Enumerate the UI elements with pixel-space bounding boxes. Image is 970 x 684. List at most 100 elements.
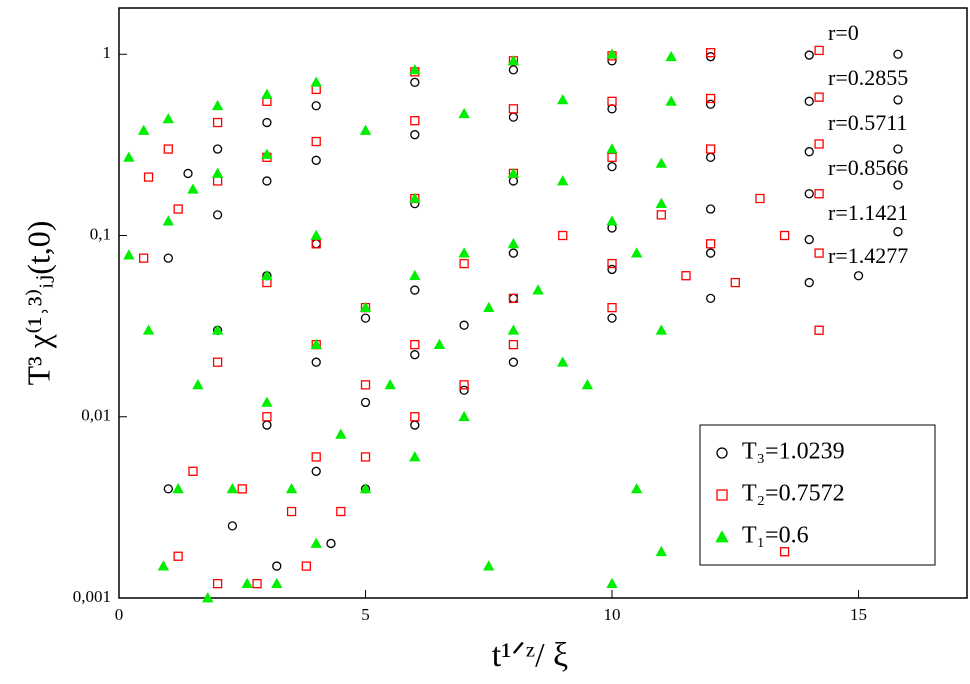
point bbox=[557, 175, 569, 186]
point bbox=[656, 210, 666, 220]
point bbox=[212, 210, 223, 220]
point bbox=[360, 452, 371, 462]
point bbox=[508, 176, 519, 186]
point bbox=[705, 239, 716, 249]
point bbox=[804, 50, 814, 60]
point bbox=[893, 227, 903, 237]
point bbox=[359, 483, 372, 494]
point bbox=[310, 229, 322, 240]
point bbox=[409, 64, 421, 75]
point bbox=[814, 92, 824, 102]
point bbox=[705, 204, 716, 214]
y-tick-label: 0,1 bbox=[90, 224, 111, 243]
y-tick-label: 1 bbox=[103, 43, 112, 62]
point bbox=[410, 130, 420, 140]
point bbox=[665, 50, 677, 62]
point bbox=[410, 116, 420, 126]
x-axis-label: t¹ᐟᶻ/ ξ bbox=[492, 637, 568, 674]
point bbox=[893, 95, 903, 105]
point bbox=[409, 192, 421, 203]
point bbox=[409, 269, 421, 281]
point bbox=[630, 247, 643, 258]
point bbox=[285, 483, 298, 494]
point bbox=[162, 113, 174, 124]
point bbox=[310, 76, 322, 87]
curve-label: r=1.4277 bbox=[828, 243, 908, 268]
point bbox=[705, 152, 716, 162]
point bbox=[705, 248, 716, 258]
point bbox=[705, 293, 716, 304]
y-tick-label: 0,01 bbox=[81, 406, 111, 425]
point bbox=[804, 147, 814, 157]
point bbox=[271, 577, 283, 589]
point bbox=[655, 324, 668, 335]
point bbox=[459, 258, 469, 269]
point bbox=[607, 264, 617, 275]
point bbox=[211, 167, 224, 178]
y-tick-label: 0,001 bbox=[73, 587, 111, 606]
point bbox=[262, 117, 272, 128]
point bbox=[607, 96, 617, 106]
point bbox=[607, 161, 617, 172]
point bbox=[360, 397, 371, 408]
point bbox=[123, 249, 135, 260]
point bbox=[606, 143, 618, 154]
point bbox=[508, 248, 519, 258]
point bbox=[507, 55, 520, 66]
point bbox=[410, 77, 420, 87]
point bbox=[705, 48, 716, 58]
point bbox=[755, 193, 765, 204]
y-axis-label: T³ χ⁽¹˒³⁾ᵢⱼ(t,0) bbox=[20, 221, 56, 386]
point bbox=[433, 338, 446, 350]
point bbox=[607, 302, 617, 313]
point bbox=[804, 234, 814, 245]
point bbox=[814, 325, 824, 335]
point bbox=[212, 176, 223, 186]
point bbox=[483, 560, 495, 571]
point bbox=[183, 168, 193, 179]
point bbox=[630, 483, 643, 494]
curve-label: r=0.8566 bbox=[828, 155, 908, 180]
point bbox=[681, 271, 691, 281]
point bbox=[814, 248, 824, 258]
point bbox=[508, 293, 519, 304]
point bbox=[532, 284, 544, 295]
point bbox=[261, 269, 273, 281]
x-tick-label: 15 bbox=[850, 605, 867, 624]
point bbox=[157, 560, 170, 571]
point bbox=[311, 101, 321, 111]
point bbox=[655, 545, 668, 557]
point bbox=[581, 379, 594, 390]
point bbox=[557, 94, 569, 105]
legend-marker bbox=[716, 447, 728, 459]
point bbox=[705, 99, 716, 109]
point bbox=[409, 451, 421, 462]
legend-label: T₂=0.7572 bbox=[742, 481, 845, 507]
point bbox=[212, 357, 223, 367]
point bbox=[212, 117, 223, 128]
point bbox=[335, 428, 347, 439]
point bbox=[730, 277, 740, 288]
point bbox=[508, 65, 519, 75]
point bbox=[459, 320, 469, 330]
point bbox=[508, 339, 519, 350]
point bbox=[326, 538, 336, 549]
point bbox=[507, 237, 520, 249]
point bbox=[814, 139, 824, 149]
point bbox=[665, 95, 677, 106]
point bbox=[804, 189, 814, 199]
plot-frame bbox=[118, 7, 968, 599]
point bbox=[163, 253, 173, 263]
point bbox=[508, 293, 519, 304]
point bbox=[261, 396, 273, 407]
point bbox=[459, 380, 469, 390]
curve-label: r=0.5711 bbox=[828, 110, 907, 135]
point bbox=[360, 380, 371, 390]
legend-marker bbox=[716, 489, 728, 501]
point bbox=[410, 412, 420, 422]
point bbox=[143, 172, 154, 182]
point bbox=[705, 93, 716, 104]
point bbox=[384, 379, 396, 390]
point bbox=[607, 152, 617, 162]
